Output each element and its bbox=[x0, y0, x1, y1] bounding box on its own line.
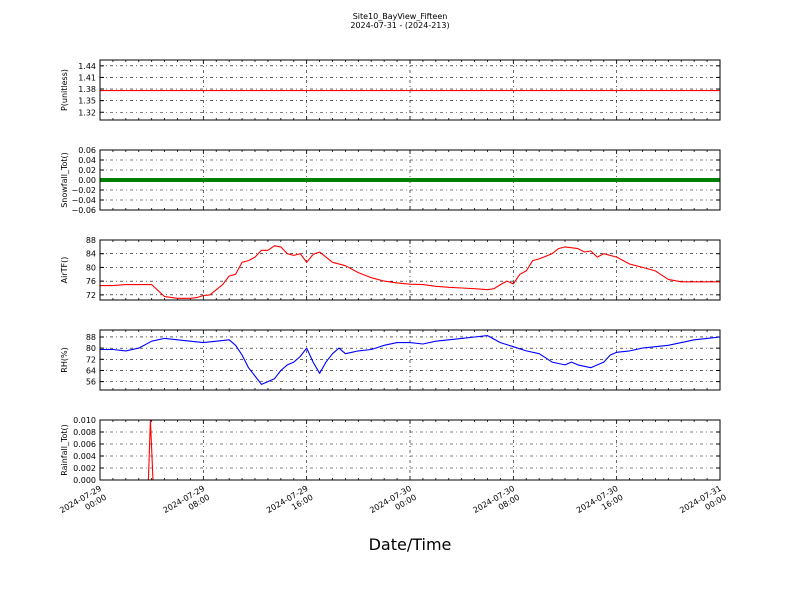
series-line bbox=[100, 335, 721, 385]
y-tick-label: 1.35 bbox=[78, 97, 96, 106]
y-axis-label: RH(%) bbox=[60, 347, 69, 372]
axes-frame bbox=[99, 419, 721, 481]
x-axis-ticks: 2024-07-2900:00 2024-07-2908:00 2024-07-29… bbox=[58, 484, 728, 524]
y-tick-label: 84 bbox=[86, 250, 96, 259]
series-line bbox=[100, 245, 720, 299]
y-tick-label: 76 bbox=[86, 277, 96, 286]
axes-frame bbox=[99, 329, 721, 391]
y-tick-label: 0.008 bbox=[73, 428, 96, 437]
x-axis-label: Date/Time bbox=[369, 535, 452, 554]
y-tick-label: 0.004 bbox=[73, 452, 96, 461]
y-tick-label: 1.38 bbox=[78, 85, 96, 94]
y-tick-label: −0.06 bbox=[71, 206, 96, 215]
y-tick-label: −0.02 bbox=[71, 186, 96, 195]
y-tick-label: 1.41 bbox=[78, 73, 96, 82]
x-tick-label: 2024-07-3008:00 bbox=[472, 484, 522, 524]
panel-3: 88 84 80 76 72 AirTF() bbox=[60, 236, 721, 301]
x-tick-label: 2024-07-3000:00 bbox=[368, 484, 418, 524]
axes-frame bbox=[99, 59, 721, 121]
x-tick-label: 2024-07-2900:00 bbox=[58, 484, 108, 524]
y-tick-label: −0.04 bbox=[71, 196, 96, 205]
x-tick-label: 2024-07-2916:00 bbox=[265, 484, 315, 524]
axes-frame bbox=[99, 149, 721, 211]
x-tick-label: 2024-07-2908:00 bbox=[162, 484, 212, 524]
panel-1: 1.44 1.41 1.38 1.35 1.32 P(unitless) bbox=[60, 59, 721, 121]
y-tick-label: 64 bbox=[86, 366, 96, 375]
y-tick-label: 88 bbox=[86, 333, 96, 342]
y-tick-label: 80 bbox=[86, 263, 96, 272]
y-tick-label: 0.010 bbox=[73, 416, 96, 425]
chart-title: Site10_BayView_Fifteen bbox=[353, 12, 448, 21]
y-axis-label: AirTF() bbox=[60, 257, 69, 284]
chart-subtitle: 2024-07-31 - (2024-213) bbox=[350, 21, 449, 30]
y-tick-label: 0.04 bbox=[78, 156, 96, 165]
y-tick-label: 1.32 bbox=[78, 108, 96, 117]
x-tick-label: 2024-07-3016:00 bbox=[575, 484, 625, 524]
y-axis-label: Rainfall_Tot() bbox=[60, 424, 69, 476]
y-axis-label: Snowfall_Tot() bbox=[60, 152, 69, 208]
panel-2: 0.060.040.020.00−0.02−0.04−0.06Snowfall_… bbox=[60, 146, 721, 215]
y-tick-label: 56 bbox=[86, 378, 96, 387]
y-tick-label: 0.06 bbox=[78, 146, 96, 155]
panel-5: 0.010 0.008 0.006 0.004 0.002 0.000 Rainfall_T… bbox=[60, 416, 721, 485]
y-tick-label: 0.00 bbox=[78, 176, 96, 185]
y-axis-label: P(unitless) bbox=[60, 69, 69, 111]
axes-frame bbox=[99, 239, 721, 301]
y-tick-label: 0.006 bbox=[73, 440, 96, 449]
panel-4: 88 80 72 64 56 RH(%) bbox=[60, 329, 721, 391]
y-tick-label: 0.02 bbox=[78, 166, 96, 175]
y-tick-label: 72 bbox=[86, 291, 96, 300]
y-tick-label: 1.44 bbox=[78, 62, 96, 71]
y-tick-label: 80 bbox=[86, 344, 96, 353]
y-tick-label: 88 bbox=[86, 236, 96, 245]
y-tick-label: 0.000 bbox=[73, 476, 96, 485]
y-tick-label: 72 bbox=[86, 355, 96, 364]
y-tick-label: 0.002 bbox=[73, 464, 96, 473]
panels: 1.441.411.381.351.32P(unitless)0.060.040… bbox=[60, 59, 721, 485]
x-tick-label: 2024-07-3100:00 bbox=[678, 484, 728, 524]
